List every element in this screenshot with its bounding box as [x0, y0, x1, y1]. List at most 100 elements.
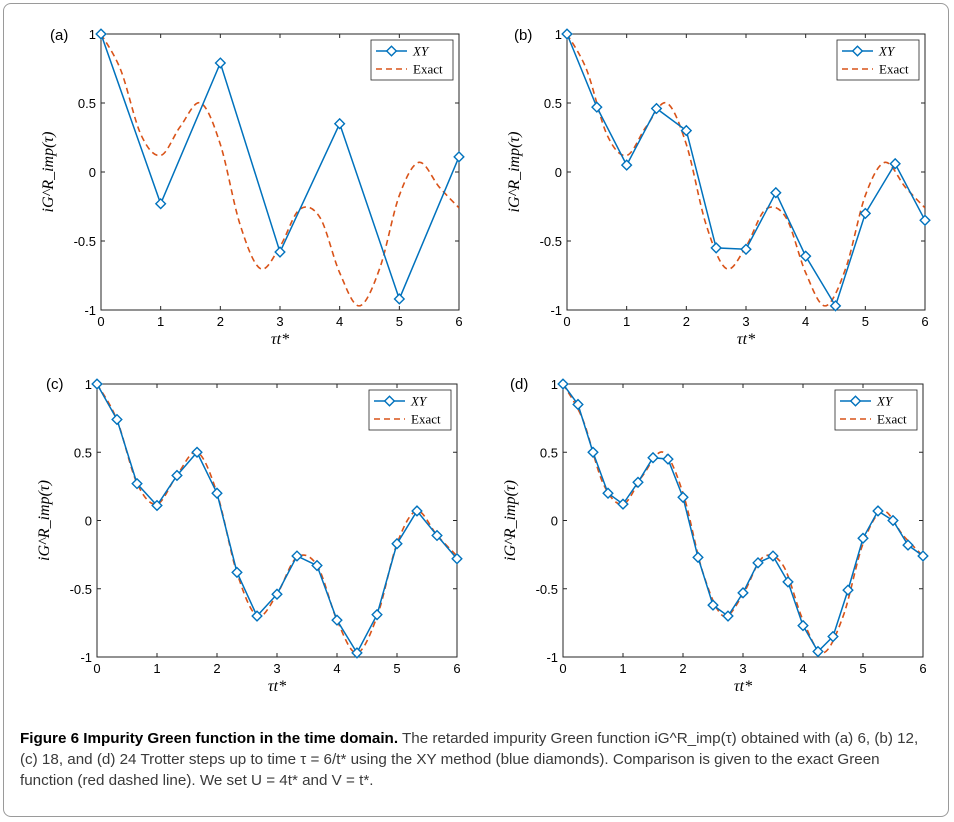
- legend-xy-diamond: [849, 395, 862, 407]
- xy-data-point: [171, 469, 183, 482]
- xy-data-point: [311, 559, 323, 572]
- x-tick-label: 5: [396, 314, 403, 329]
- x-tick-label: 4: [336, 314, 343, 329]
- xy-data-point: [561, 28, 573, 40]
- legend-exact-label: Exact: [879, 62, 909, 77]
- x-axis-label: τt*: [734, 678, 752, 695]
- panel-label: (a): [50, 27, 68, 44]
- y-tick-label: -1: [84, 303, 96, 318]
- xy-data-point: [647, 451, 659, 464]
- xy-data-point: [231, 566, 243, 579]
- xy-data-point: [620, 159, 633, 171]
- xy-data-point: [692, 551, 704, 564]
- caption-text: The retarded impurity Green function iG^…: [20, 730, 919, 789]
- panel-label: (d): [510, 376, 528, 393]
- xy-data-point: [391, 537, 403, 550]
- xy-data-point: [154, 197, 167, 210]
- xy-data-point: [650, 102, 663, 115]
- legend-exact-label: Exact: [411, 412, 441, 427]
- xy-data-point: [740, 243, 752, 256]
- y-axis-label: iG^R_imp(τ): [36, 480, 53, 561]
- y-tick-label: -0.5: [536, 582, 558, 597]
- xy-data-point: [889, 157, 901, 170]
- y-tick-label: 1: [85, 377, 92, 392]
- xy-data-point: [191, 446, 203, 459]
- xy-data-point: [917, 550, 929, 562]
- y-tick-label: -1: [550, 303, 562, 318]
- x-tick-label: 4: [799, 661, 806, 676]
- x-tick-label: 3: [739, 661, 746, 676]
- xy-data-point: [333, 117, 346, 130]
- legend-xy-diamond: [851, 45, 864, 57]
- xy-data-point: [842, 584, 854, 596]
- x-tick-label: 0: [97, 314, 104, 329]
- xy-data-point: [677, 491, 689, 504]
- xy-data-point: [797, 619, 809, 632]
- x-tick-label: 2: [679, 661, 686, 676]
- chart-panel-1: 0 1 2 3 4 5 6 1 0.5 0 -0.5 -1 τt* iG^R_imp(τ) (a) XY Exa…: [40, 27, 465, 348]
- y-tick-label: -1: [546, 650, 558, 665]
- legend-exact-label: Exact: [413, 62, 443, 77]
- chart-panel-2: 0 1 2 3 4 5 6 1 0.5 0 -0.5 -1 τt* iG^R_imp(τ) (b) XY Exa…: [506, 27, 931, 348]
- xy-data-point: [857, 532, 869, 545]
- x-tick-label: 5: [393, 661, 400, 676]
- xy-data-point: [95, 28, 107, 40]
- chart-panel-3: 0 1 2 3 4 5 6 1 0.5 0 -0.5 -1 τt* iG^R_imp(τ) (c) XY Exa…: [36, 376, 463, 695]
- xy-data-point: [371, 608, 383, 621]
- y-tick-label: 0.5: [78, 96, 96, 111]
- y-axis-label: iG^R_imp(τ): [502, 480, 519, 561]
- xy-data-point: [331, 614, 343, 626]
- xy-data-point: [587, 446, 599, 459]
- legend-box: [370, 39, 454, 81]
- x-tick-label: 6: [453, 661, 460, 676]
- figure-caption: Figure 6 Impurity Green function in the …: [20, 728, 932, 791]
- xy-data-point: [662, 453, 674, 465]
- legend-exact-label: Exact: [877, 412, 907, 427]
- xy-data-point: [829, 300, 842, 312]
- xy-data-point: [767, 550, 779, 562]
- xy-data-point: [752, 557, 764, 569]
- xy-data-point: [214, 57, 227, 69]
- x-tick-label: 5: [862, 314, 869, 329]
- legend-xy-diamond: [385, 45, 398, 57]
- xy-data-point: [211, 487, 223, 499]
- xy-data-point: [251, 610, 263, 622]
- x-tick-label: 2: [683, 314, 690, 329]
- xy-data-point: [872, 505, 884, 517]
- xy-data-point: [451, 552, 463, 565]
- xy-data-point: [393, 293, 406, 305]
- x-tick-label: 6: [919, 661, 926, 676]
- panel-label: (b): [514, 27, 532, 44]
- legend-xy-diamond: [383, 395, 396, 407]
- x-tick-label: 1: [153, 661, 160, 676]
- x-tick-label: 6: [921, 314, 928, 329]
- x-tick-label: 0: [563, 314, 570, 329]
- xy-data-point: [617, 498, 629, 510]
- y-tick-label: 0: [89, 165, 96, 180]
- x-tick-label: 3: [742, 314, 749, 329]
- xy-data-point: [902, 539, 914, 551]
- xy-data-point: [887, 514, 899, 527]
- legend-xy-label: XY: [410, 394, 428, 409]
- legend-xy-label: XY: [876, 394, 894, 409]
- xy-data-point: [271, 588, 283, 600]
- y-tick-label: 0: [555, 165, 562, 180]
- y-axis-label: iG^R_imp(τ): [506, 132, 523, 213]
- legend-xy-label: XY: [878, 44, 896, 59]
- exact-series-line: [567, 34, 925, 307]
- legend-xy-label: XY: [412, 44, 430, 59]
- xy-data-point: [919, 214, 931, 227]
- xy-data-point: [770, 186, 782, 199]
- xy-data-point: [557, 378, 569, 390]
- x-axis-label: τt*: [737, 331, 755, 348]
- panel-label: (c): [46, 376, 64, 393]
- xy-data-point: [737, 587, 749, 599]
- x-axis-label: τt*: [268, 678, 286, 695]
- xy-data-point: [722, 610, 734, 622]
- x-tick-label: 1: [157, 314, 164, 329]
- x-tick-label: 0: [93, 661, 100, 676]
- y-tick-label: 0.5: [540, 445, 558, 460]
- caption-title: Figure 6 Impurity Green function in the …: [20, 730, 399, 747]
- xy-data-point: [812, 645, 824, 658]
- exact-series-line: [101, 34, 459, 307]
